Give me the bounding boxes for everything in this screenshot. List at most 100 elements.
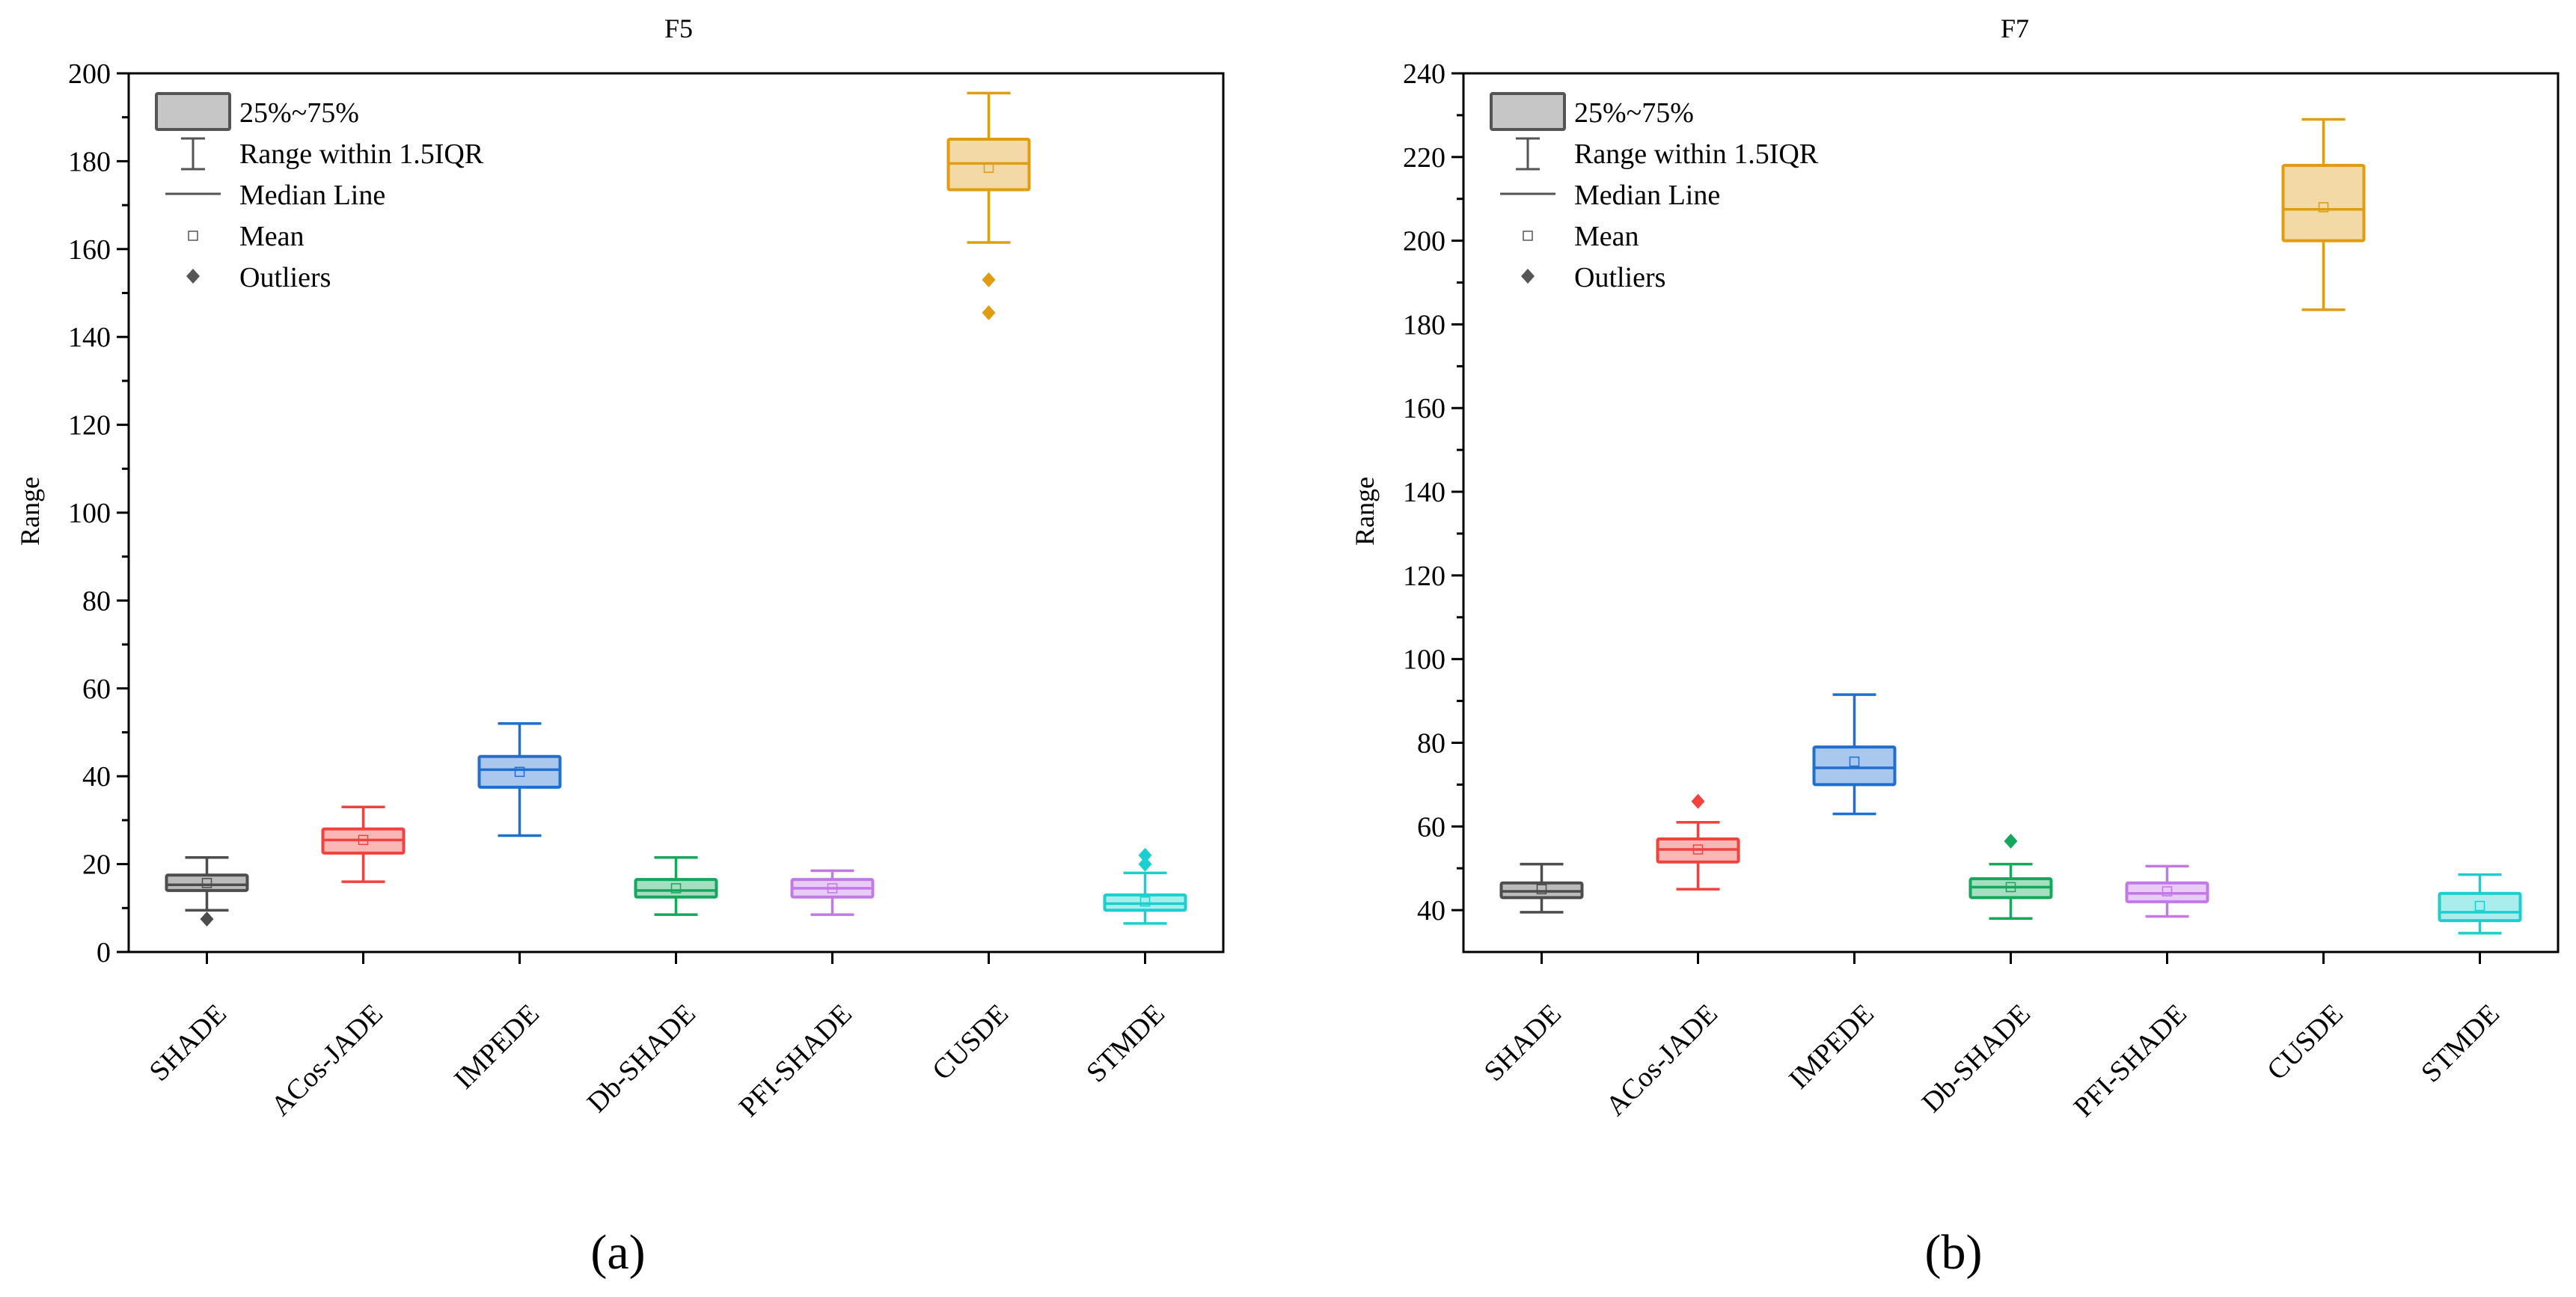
- y-axis-label: Range: [15, 477, 45, 546]
- x-tick-label: ACos-JADE: [1600, 998, 1724, 1123]
- x-tick-label: PFI-SHADE: [733, 998, 858, 1123]
- y-axis-label: Range: [1350, 477, 1380, 546]
- chart-title: F7: [2001, 13, 2029, 43]
- panel-label: (b): [1925, 1225, 1983, 1280]
- y-tick-label: 60: [1417, 811, 1445, 843]
- mean-marker: [2005, 882, 2016, 893]
- mean-marker: [670, 883, 682, 894]
- y-tick-label: 80: [82, 585, 111, 617]
- box-shade: [1499, 862, 1584, 914]
- box-acos-jade: [321, 805, 406, 883]
- y-tick-label: 140: [1403, 477, 1445, 508]
- iqr-box: [634, 878, 718, 899]
- box-db-shade: [1968, 833, 2053, 921]
- y-tick-label: 120: [1403, 561, 1445, 592]
- panel-b: F7 Range 406080100120140160180200220240 …: [1350, 13, 2560, 1280]
- x-tick-label: IMPEDE: [448, 998, 545, 1096]
- box-db-shade: [634, 856, 718, 916]
- outlier-point: [982, 305, 996, 320]
- x-tick-label: CUSDE: [926, 998, 1015, 1087]
- mean-marker: [358, 834, 369, 846]
- outlier-point: [1138, 847, 1152, 863]
- box-cusde: [2281, 118, 2366, 311]
- x-tick-label: Db-SHADE: [1916, 998, 2037, 1119]
- y-tick-label: 180: [1403, 309, 1445, 341]
- legend-box-label: 25%~75%: [239, 97, 359, 129]
- legend: 25%~75% Range within 1.5IQR Median Line Mea…: [1490, 92, 1819, 293]
- legend: 25%~75% Range within 1.5IQR Median Line Mea…: [155, 92, 484, 293]
- y-tick-label: 180: [68, 146, 111, 177]
- box-stmde: [1103, 847, 1187, 925]
- y-tick-label: 120: [68, 410, 111, 442]
- y-tick-label: 100: [1403, 644, 1445, 676]
- iqr-box: [2438, 891, 2522, 923]
- y-tick-label: 40: [1417, 895, 1445, 927]
- outlier-point: [200, 911, 214, 927]
- legend-median-label: Median Line: [239, 180, 385, 211]
- x-tick-label: CUSDE: [2261, 998, 2349, 1087]
- legend-mean-marker: [188, 231, 198, 241]
- x-tick-label: STMDE: [1080, 998, 1171, 1089]
- x-tick-label: SHADE: [144, 998, 233, 1087]
- x-tick-label: IMPEDE: [1783, 998, 1880, 1096]
- y-tick-label: 40: [82, 761, 111, 793]
- x-tick-label: Db-SHADE: [581, 998, 702, 1119]
- chart-title: F5: [664, 13, 693, 43]
- mean-marker: [1536, 884, 1547, 894]
- mean-marker: [201, 878, 212, 888]
- legend-box-swatch: [1490, 92, 1566, 131]
- panel-a: F5 Range 0 20 40 60 80 100 120 140 160 180 200 SHA…: [15, 13, 1225, 1280]
- y-tick-label: 80: [1417, 727, 1445, 759]
- box-impede: [477, 722, 562, 837]
- iqr-box: [477, 754, 562, 789]
- mean-marker: [514, 766, 525, 778]
- x-tick-label: STMDE: [2415, 998, 2506, 1089]
- y-tick-label: 0: [97, 937, 111, 968]
- panel-label: (a): [590, 1225, 645, 1280]
- y-tick-label: 60: [82, 674, 111, 705]
- x-tick-label: SHADE: [1478, 998, 1567, 1087]
- mean-marker: [1692, 844, 1704, 855]
- y-tick-label: 220: [1403, 142, 1445, 174]
- legend-mean-label: Mean: [239, 221, 305, 252]
- legend-whisker-label: Range within 1.5IQR: [1574, 138, 1819, 170]
- box-pfi-shade: [2125, 864, 2209, 918]
- legend-outlier-marker: [186, 269, 200, 284]
- x-tick-label: PFI-SHADE: [2068, 998, 2193, 1123]
- legend-box-label: 25%~75%: [1574, 97, 1694, 129]
- x-tick-label: ACos-JADE: [265, 998, 389, 1123]
- mean-marker: [983, 162, 994, 173]
- legend-outliers-label: Outliers: [1574, 262, 1665, 293]
- legend-outlier-marker: [1521, 269, 1535, 284]
- legend-outliers-label: Outliers: [239, 262, 331, 293]
- mean-marker: [827, 883, 838, 894]
- plot-area: [1499, 118, 2522, 935]
- legend-mean-marker: [1523, 231, 1533, 241]
- y-axis: 0 20 40 60 80 100 120 140 160 180 200: [68, 58, 129, 968]
- mean-marker: [2474, 900, 2485, 912]
- mean-marker: [1849, 756, 1860, 767]
- box-stmde: [2438, 873, 2522, 935]
- iqr-box: [165, 873, 249, 892]
- outlier-point: [2004, 833, 2018, 849]
- mean-marker: [2162, 886, 2173, 897]
- x-axis-tick-labels: SHADE ACos-JADE IMPEDE Db-SHADE PFI-SHADE CUS…: [1478, 952, 2506, 1123]
- mean-marker: [2318, 202, 2329, 213]
- y-tick-label: 160: [68, 234, 111, 266]
- outlier-point: [1138, 856, 1152, 872]
- legend-whisker-label: Range within 1.5IQR: [239, 138, 484, 170]
- x-axis-tick-labels: SHADE ACos-JADE IMPEDE Db-SHADE PFI-SHADE CUS…: [144, 952, 1171, 1123]
- y-tick-label: 240: [1403, 58, 1445, 90]
- y-tick-label: 20: [82, 849, 111, 881]
- y-tick-label: 200: [1403, 226, 1445, 257]
- box-pfi-shade: [790, 869, 875, 916]
- box-shade: [165, 856, 249, 927]
- plot-area: [165, 91, 1187, 927]
- box-cusde: [946, 91, 1031, 320]
- box-impede: [1812, 693, 1897, 816]
- box-acos-jade: [1656, 793, 1740, 891]
- legend-box-swatch: [155, 92, 231, 131]
- y-tick-label: 100: [68, 498, 111, 529]
